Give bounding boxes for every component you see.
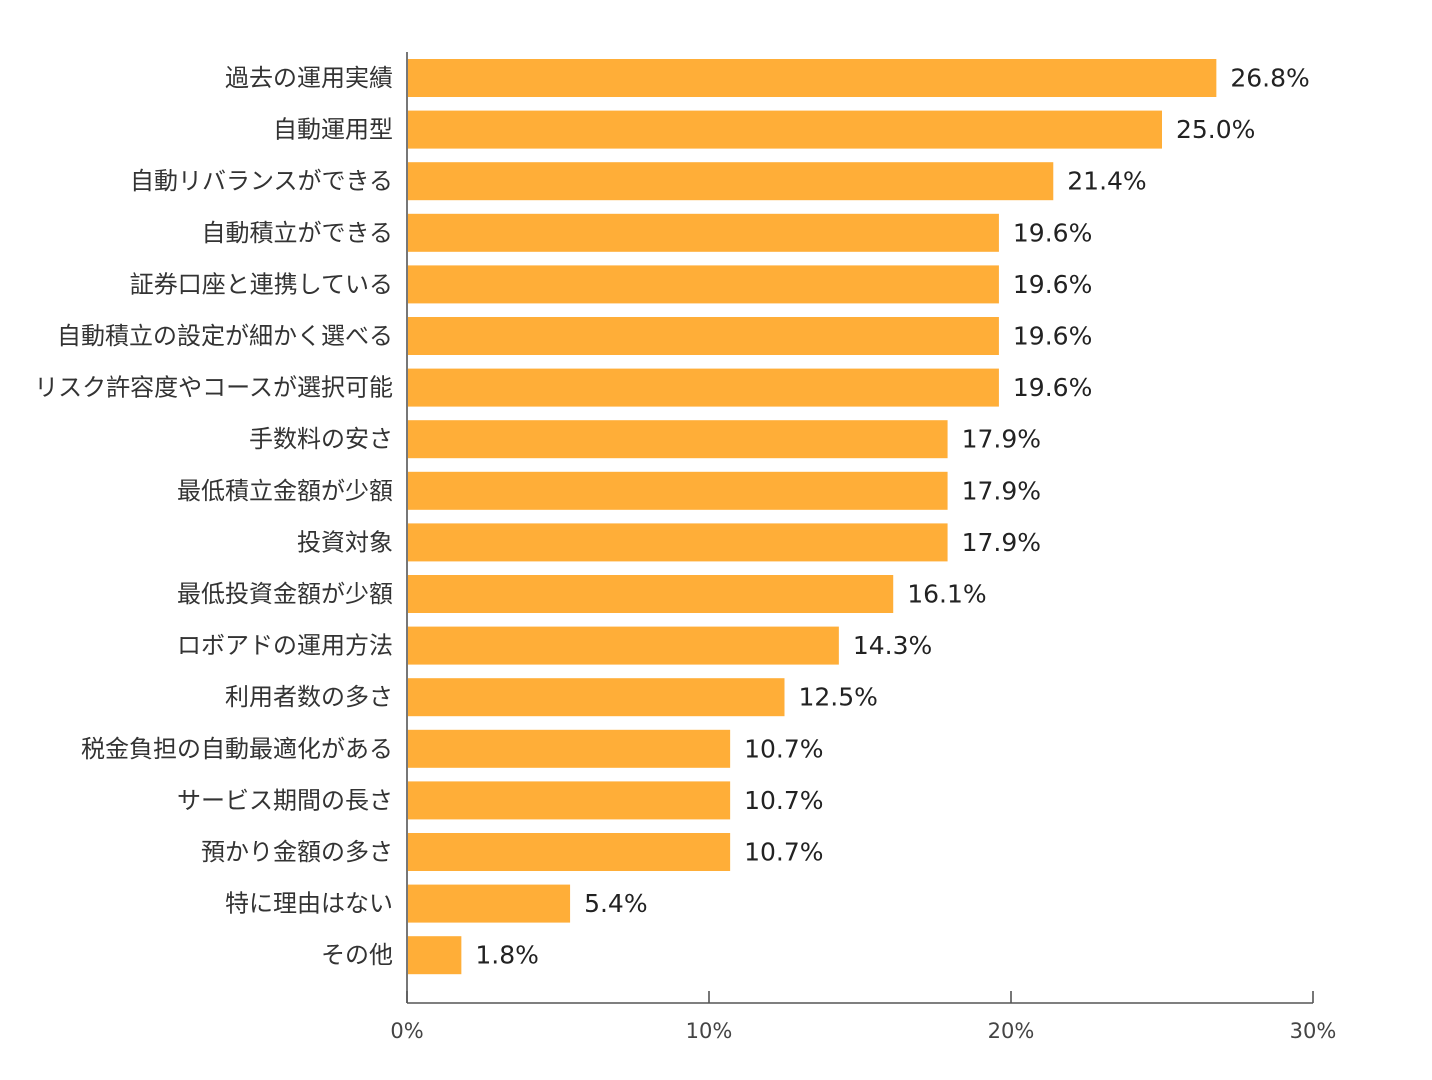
x-tick-label: 10% xyxy=(686,1019,733,1043)
value-label: 14.3% xyxy=(853,631,932,660)
bar xyxy=(408,471,948,510)
category-label: 投資対象 xyxy=(297,528,393,556)
value-label: 10.7% xyxy=(744,734,823,763)
value-label: 10.7% xyxy=(744,786,823,815)
category-label: 預かり金額の多さ xyxy=(201,838,393,866)
bars-layer xyxy=(408,59,1217,975)
bar xyxy=(408,368,999,407)
category-label: 自動リバランスができる xyxy=(130,167,393,195)
category-labels: 過去の運用実績自動運用型自動リバランスができる自動積立ができる証券口座と連携して… xyxy=(34,64,393,969)
value-label: 19.6% xyxy=(1013,373,1092,402)
value-label: 19.6% xyxy=(1013,322,1092,351)
category-label: 税金負担の自動最適化がある xyxy=(81,735,393,763)
bar xyxy=(408,59,1217,97)
value-label: 16.1% xyxy=(907,580,986,609)
category-label: 自動積立の設定が細かく選べる xyxy=(57,322,393,350)
category-label: 最低投資金額が少額 xyxy=(177,580,393,608)
bar xyxy=(408,884,571,923)
bar xyxy=(408,110,1162,149)
bar xyxy=(408,678,785,717)
bar xyxy=(408,575,894,613)
bar xyxy=(408,729,731,768)
value-label: 12.5% xyxy=(799,683,878,712)
bar xyxy=(408,523,948,562)
category-label: その他 xyxy=(321,941,393,969)
category-label: ロボアドの運用方法 xyxy=(177,632,393,660)
category-label: サービス期間の長さ xyxy=(177,786,393,814)
value-label: 17.9% xyxy=(962,425,1041,454)
value-label: 1.8% xyxy=(475,941,539,970)
value-label: 19.6% xyxy=(1013,218,1092,247)
x-tick-label: 20% xyxy=(988,1019,1035,1043)
bar xyxy=(408,317,999,355)
category-label: リスク許容度やコースが選択可能 xyxy=(34,374,393,402)
bar xyxy=(408,936,462,975)
bar xyxy=(408,833,731,871)
category-label: 利用者数の多さ xyxy=(225,683,393,711)
x-tick-label: 30% xyxy=(1290,1019,1337,1043)
bar xyxy=(408,162,1054,201)
bar xyxy=(408,265,999,304)
x-tick-label: 0% xyxy=(390,1019,423,1043)
value-label: 5.4% xyxy=(584,889,648,918)
bar xyxy=(408,626,839,665)
axes: 0% 10% 20% 30% xyxy=(390,52,1336,1043)
value-label: 17.9% xyxy=(962,528,1041,557)
category-label: 証券口座と連携している xyxy=(130,270,393,298)
category-label: 自動運用型 xyxy=(273,116,393,144)
category-label: 手数料の安さ xyxy=(249,425,393,453)
category-label: 過去の運用実績 xyxy=(225,64,393,92)
category-label: 最低積立金額が少額 xyxy=(177,477,393,505)
value-label: 10.7% xyxy=(744,838,823,867)
value-label: 26.8% xyxy=(1230,64,1309,93)
category-label: 自動積立ができる xyxy=(201,219,393,247)
bar xyxy=(408,781,731,820)
value-label: 19.6% xyxy=(1013,270,1092,299)
value-label: 21.4% xyxy=(1067,167,1146,196)
value-label: 25.0% xyxy=(1176,115,1255,144)
value-labels: 26.8% 25.0% 21.4% 19.6% 19.6% 19.6% 19.6% 17.9%… xyxy=(475,64,1309,970)
value-label: 17.9% xyxy=(962,476,1041,505)
bar xyxy=(408,420,948,459)
bar xyxy=(408,213,999,252)
category-label: 特に理由はない xyxy=(225,890,393,918)
